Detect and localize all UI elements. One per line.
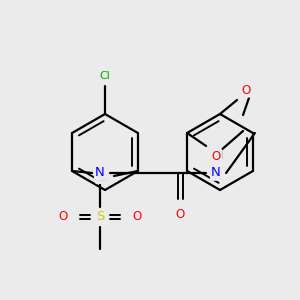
Text: O: O <box>212 149 221 163</box>
Text: S: S <box>96 211 104 224</box>
Text: H: H <box>216 151 224 161</box>
Text: O: O <box>58 211 68 224</box>
Text: O: O <box>176 208 185 221</box>
Text: O: O <box>133 211 142 224</box>
Text: O: O <box>242 83 250 97</box>
Text: Cl: Cl <box>97 173 107 183</box>
Text: N: N <box>95 167 105 179</box>
Text: N: N <box>211 167 221 179</box>
Text: Cl: Cl <box>100 71 110 81</box>
